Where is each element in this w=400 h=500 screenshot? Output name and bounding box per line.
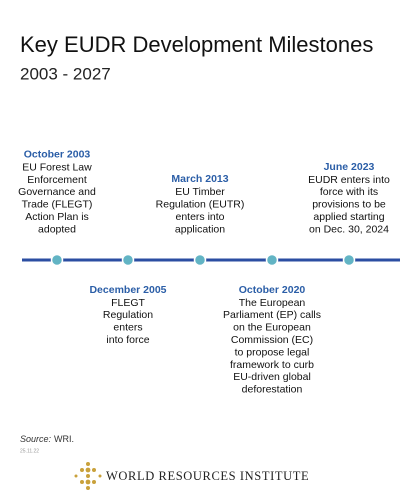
event-text: EU Timber — [175, 186, 225, 198]
logo-dot — [85, 479, 91, 485]
milestone-dot — [342, 253, 356, 267]
logo-dot — [85, 467, 91, 473]
event-date: December 2005 — [89, 284, 166, 296]
event-text: adopted — [38, 223, 76, 235]
event-text: EUDR enters into — [308, 174, 390, 186]
event-text: applied starting — [313, 211, 384, 223]
logo-mark — [74, 462, 102, 490]
event-text: on the European — [233, 322, 311, 334]
event-text: enters into — [175, 211, 224, 223]
source: Source: WRI. — [20, 434, 74, 444]
event-text: deforestation — [242, 384, 303, 396]
logo-dot — [80, 480, 84, 484]
title: Key EUDR Development Milestones — [20, 32, 373, 57]
event-text: application — [175, 223, 225, 235]
org-name: WORLD RESOURCES INSTITUTE — [106, 469, 309, 483]
event-text: Regulation (EUTR) — [156, 199, 245, 211]
logo-dot — [98, 474, 102, 478]
event-text: to propose legal — [235, 346, 310, 358]
logo-dot — [86, 486, 90, 490]
logo-dot — [86, 462, 90, 466]
milestone-dot — [50, 253, 64, 267]
event-text: Action Plan is — [25, 211, 89, 223]
logo-dot — [86, 474, 90, 478]
event-text: The European — [239, 297, 306, 309]
logo-dot — [92, 468, 96, 472]
event-date: October 2003 — [24, 148, 91, 160]
source-text: WRI. — [54, 434, 74, 444]
event-text: enters — [113, 322, 142, 334]
event-text: force with its — [320, 186, 378, 198]
date-code: 25.11.22 — [20, 448, 39, 454]
logo-dot — [92, 480, 96, 484]
event-text: into force — [106, 334, 149, 346]
event-text: Parliament (EP) calls — [223, 309, 321, 321]
event-text: EU-driven global — [233, 371, 311, 383]
logo-dot — [80, 468, 84, 472]
event-text: Commission (EC) — [231, 334, 313, 346]
event-text: EU Forest Law — [22, 161, 92, 173]
subtitle: 2003 - 2027 — [20, 64, 111, 83]
event-date: October 2020 — [239, 284, 306, 296]
event-date: March 2013 — [171, 173, 228, 185]
source-label: Source: — [20, 434, 52, 444]
event-text: FLEGT — [111, 297, 145, 309]
event-text: Enforcement — [27, 174, 87, 186]
event-text: Trade (FLEGT) — [22, 199, 93, 211]
milestone-dot — [193, 253, 207, 267]
event-text: Regulation — [103, 309, 153, 321]
event-text: on Dec. 30, 2024 — [309, 223, 389, 235]
milestone-dot — [121, 253, 135, 267]
event-text: Governance and — [18, 186, 96, 198]
event-date: June 2023 — [324, 161, 375, 173]
logo-dot — [74, 474, 78, 478]
event-text: framework to curb — [230, 359, 314, 371]
event-text: provisions to be — [312, 199, 386, 211]
milestone-dot — [265, 253, 279, 267]
